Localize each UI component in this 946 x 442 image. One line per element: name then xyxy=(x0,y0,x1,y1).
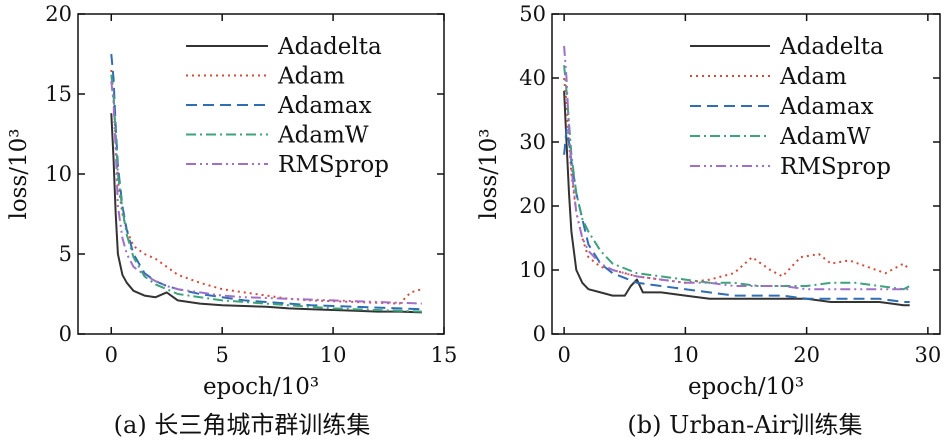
x-tick-label: 15 xyxy=(431,343,458,367)
legend-label-adamw: AdamW xyxy=(779,124,871,150)
series-line-rmsprop xyxy=(110,81,422,305)
legend-label-adamax: Adamax xyxy=(779,94,874,120)
x-tick-label: 10 xyxy=(320,343,347,367)
panel-b: 0 10 20 30 0 10 20 30 40 50 epoch/10³ loss/10³ Adade… xyxy=(476,2,941,439)
legend-label-adamw: AdamW xyxy=(277,123,369,149)
series-line-adam xyxy=(563,77,911,284)
series-lines xyxy=(110,53,423,314)
x-tick-label: 0 xyxy=(105,343,118,367)
y-tick-label: 5 xyxy=(59,242,72,266)
panel-caption: (b) Urban-Air训练集 xyxy=(627,411,862,439)
series-line-adadelta xyxy=(563,90,910,307)
y-tick-label: 40 xyxy=(519,66,546,90)
legend-label-rmsprop: RMSprop xyxy=(278,152,389,178)
y-tick-label: 30 xyxy=(519,130,546,154)
y-tick-label: 10 xyxy=(519,258,546,282)
panel-a: 0 5 10 1505101520epoch/10³loss/10³AdadeltaA… xyxy=(6,2,457,439)
series-line-adamax xyxy=(563,128,910,303)
legend-label-adam: Adam xyxy=(779,64,847,90)
series-line-rmsprop xyxy=(563,45,910,291)
x-axis-label: epoch/10³ xyxy=(688,374,804,400)
x-tick-label: 10 xyxy=(672,343,699,367)
y-tick-label: 20 xyxy=(519,194,546,218)
y-axis-label: loss/10³ xyxy=(476,128,502,219)
x-tick-label: 30 xyxy=(915,343,942,367)
x-tick-label: 0 xyxy=(557,343,570,367)
y-tick-label: 50 xyxy=(519,2,546,26)
y-tick-label: 10 xyxy=(45,162,72,186)
y-axis-label: loss/10³ xyxy=(6,128,32,219)
series-lines xyxy=(563,45,911,307)
y-tick-label: 20 xyxy=(45,2,72,26)
legend-label-adam: Adam xyxy=(277,64,345,90)
legend: Adadelta Adam Adamax AdamW RMSprop xyxy=(682,24,932,194)
y-tick-label: 0 xyxy=(533,322,546,346)
x-axis-label: epoch/10³ xyxy=(203,374,319,400)
legend-label-adamax: Adamax xyxy=(277,93,372,119)
legend: Adadelta Adam Adamax AdamW RMSprop xyxy=(178,24,420,192)
legend-label-rmsprop: RMSprop xyxy=(780,154,891,180)
x-tick-label: 20 xyxy=(793,343,820,367)
series-line-adadelta xyxy=(110,113,422,314)
y-tick-label: 15 xyxy=(45,82,72,106)
y-tick-label: 0 xyxy=(59,322,72,346)
series-line-adamw xyxy=(110,74,422,313)
legend-label-adadelta: Adadelta xyxy=(277,34,382,60)
panel-caption: (a) 长三角城市群训练集 xyxy=(114,411,371,439)
series-line-adamw xyxy=(563,65,911,291)
plot-frame xyxy=(551,13,941,335)
x-tick-label: 5 xyxy=(215,343,228,367)
legend-label-adadelta: Adadelta xyxy=(779,34,884,60)
